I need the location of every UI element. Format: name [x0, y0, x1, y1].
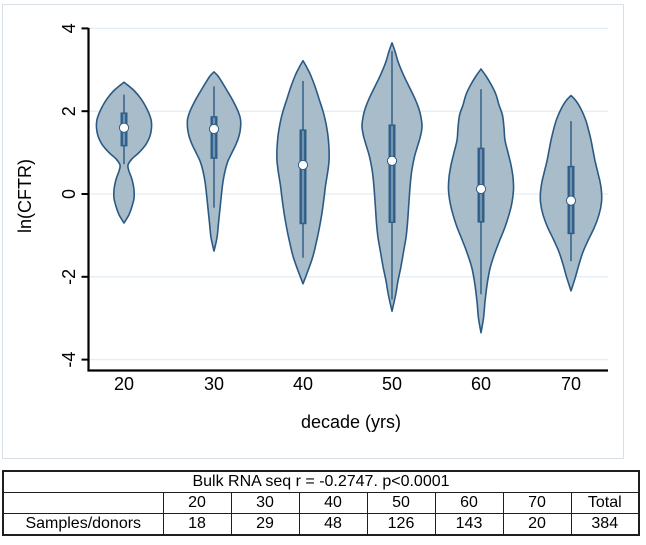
x-axis-title: decade (yrs): [301, 412, 401, 432]
y-tick-label: 2: [59, 106, 79, 116]
y-tick-label: -4: [59, 352, 79, 368]
table-header-row: 20 30 40 50 60 70 Total: [2, 492, 640, 514]
table-header-cell: 50: [366, 492, 436, 514]
x-tick-label: 70: [561, 374, 581, 394]
table-title-row: Bulk RNA seq r = -0.2747. p<0.0001: [2, 470, 640, 493]
violin-layer: [95, 42, 603, 334]
median-marker-60: [475, 183, 487, 195]
table-row: Samples/donors 18 29 48 126 143 20 384: [2, 513, 640, 536]
x-tick-label: 20: [114, 374, 134, 394]
iqr-box-strip-30: [212, 117, 216, 158]
x-tick-label: 50: [382, 374, 402, 394]
y-tick-label: -2: [59, 269, 79, 285]
table-title: Bulk RNA seq r = -0.2747. p<0.0001: [2, 470, 640, 493]
table-cell: 143: [434, 513, 504, 536]
x-tick-label: 30: [204, 374, 224, 394]
table-header-cell: 20: [162, 492, 232, 514]
table-header-cell: [2, 492, 164, 514]
grid-layer: [88, 27, 608, 361]
iqr-box-strip-40: [301, 130, 305, 223]
y-axis-title: ln(CFTR): [15, 159, 35, 233]
median-marker-20: [118, 122, 130, 133]
summary-table: Bulk RNA seq r = -0.2747. p<0.0001 20 30…: [2, 470, 640, 536]
table-header-cell: 70: [502, 492, 572, 514]
table-cell: 20: [502, 513, 572, 536]
table-header-cell: Total: [570, 492, 640, 514]
table-cell: 29: [230, 513, 300, 536]
table-header-cell: 30: [230, 492, 300, 514]
violin-figure: 4 2 0 -2 -4 20 30 40 50 60 70 ln(CFTR) decade (yrs…: [2, 4, 624, 459]
table-header-cell: 60: [434, 492, 504, 514]
median-marker-70: [565, 195, 577, 206]
median-marker-30: [208, 123, 220, 135]
table-cell: 384: [570, 513, 640, 536]
row-label: Samples/donors: [2, 513, 164, 536]
y-tick-label: 4: [59, 23, 79, 33]
axis-layer: 420-2-420 30 40 50 60 70: [59, 23, 608, 394]
violin-plot: 420-2-420 30 40 50 60 70 ln(CFTR) decade (yrs…: [15, 23, 608, 432]
table-cell: 48: [298, 513, 368, 536]
table-cell: 126: [366, 513, 436, 536]
median-marker-40: [297, 159, 309, 171]
table-cell: 18: [162, 513, 232, 536]
iqr-box-strip-50: [390, 125, 394, 222]
x-tick-label: 60: [471, 374, 491, 394]
median-marker-50: [386, 155, 398, 166]
y-tick-label: 0: [59, 189, 79, 199]
table-header-cell: 40: [298, 492, 368, 514]
x-tick-label: 40: [293, 374, 313, 394]
